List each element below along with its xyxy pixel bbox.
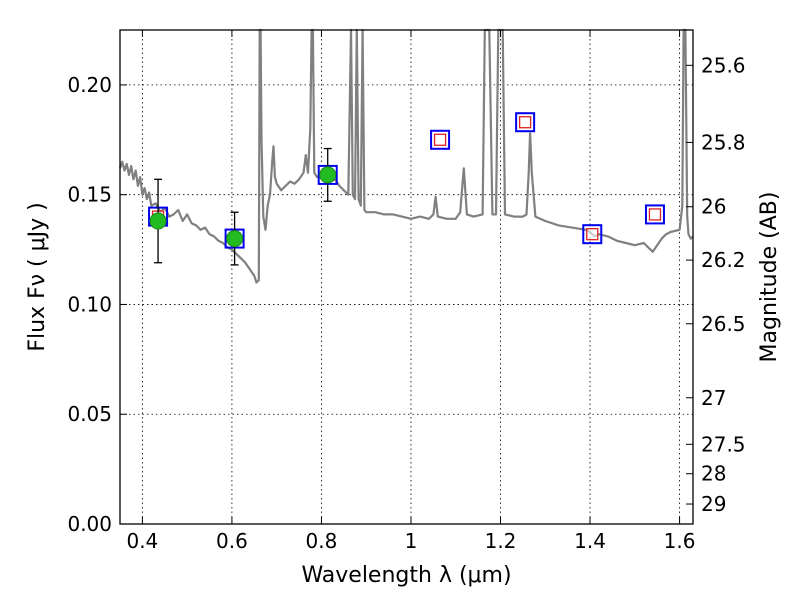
model-band-inner (433, 133, 447, 146)
model-band-marker (582, 224, 603, 245)
mag-tick-label: 25.8 (701, 130, 746, 154)
mag-tick-label: 29 (701, 492, 726, 516)
y-tick-label: 0.05 (67, 402, 112, 426)
observed-point (149, 212, 167, 230)
marker-layer (148, 112, 665, 266)
plot-frame (119, 29, 694, 525)
model-band-inner (648, 208, 662, 221)
y-tick-label: 0.20 (67, 73, 112, 97)
spectrum-line (118, 28, 694, 284)
mag-tick-label: 28 (701, 462, 726, 486)
model-band-inner (518, 116, 532, 129)
grid (120, 30, 693, 525)
x-tick-label: 0.4 (126, 529, 158, 553)
model-band-marker (644, 204, 665, 225)
observed-point (319, 166, 337, 184)
mag-tick-label: 25.6 (701, 53, 746, 77)
x-tick-label: 1.2 (485, 529, 517, 553)
x-tick-label: 0.8 (306, 529, 338, 553)
observed-point (226, 230, 244, 248)
y-axis-label-right: Magnitude (AB) (757, 192, 782, 363)
x-axis-label: Wavelength λ (μm) (301, 563, 511, 588)
spectrum-layer (118, 28, 694, 284)
mag-tick-label: 27 (701, 386, 726, 410)
y-tick-label: 0.10 (67, 292, 112, 316)
model-band-marker (515, 112, 536, 133)
mag-tick-label: 26 (701, 195, 726, 219)
x-tick-label: 1.6 (664, 529, 696, 553)
mag-tick-label: 27.5 (701, 432, 746, 456)
y-axis-label-left: Flux Fν ( μJy ) (25, 202, 50, 351)
x-tick-label: 1 (405, 529, 418, 553)
ticks-layer: 0.4 0.6 0.8 1 1.2 1.4 1.6 0.00 0.05 0.10 0.15 0.20 2… (67, 30, 746, 553)
model-band-marker (430, 129, 451, 150)
y-tick-label: 0.00 (67, 512, 112, 536)
y-tick-label: 0.15 (67, 183, 112, 207)
mag-tick-label: 26.2 (701, 248, 746, 272)
mag-tick-label: 26.5 (701, 312, 746, 336)
x-tick-label: 1.4 (574, 529, 606, 553)
model-band-inner (586, 228, 599, 241)
x-tick-label: 0.6 (216, 529, 248, 553)
